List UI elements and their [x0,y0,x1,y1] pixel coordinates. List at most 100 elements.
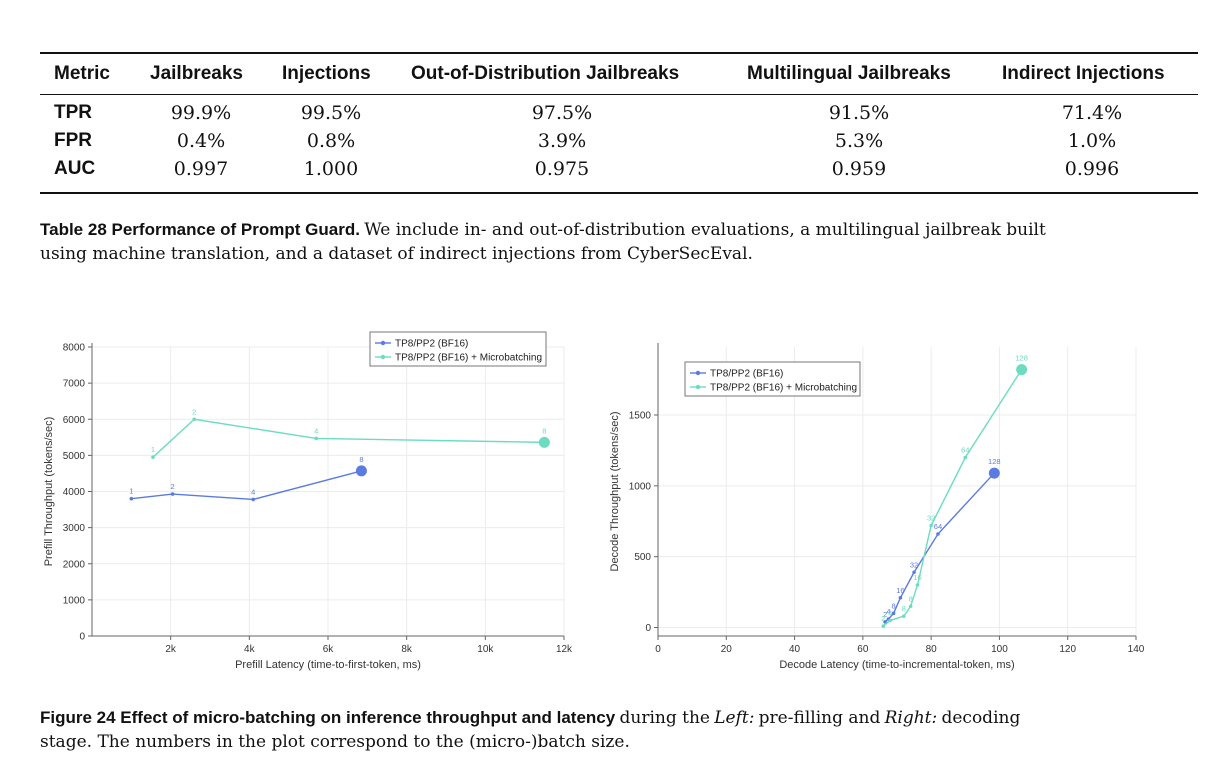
cell-fpr-indirect: 1.0% [1067,130,1117,152]
decode-series-1-point-label: 64 [961,446,969,455]
prefill-ytick-label: 7000 [63,379,86,390]
decode-chart: 0 500 1000 1500 0 20 40 60 80 100 120 140 Decode Lat… [609,343,1145,671]
decode-legend-marker-1 [695,384,701,390]
row-label-fpr: FPR [54,130,92,151]
table-caption: Table 28 Performance of Prompt Guard. We… [40,218,1190,266]
prefill-xtick-label: 6k [323,644,335,655]
decode-legend-label-0: TP8/PP2 (BF16) [710,369,783,380]
cell-tpr-jailbreaks: 99.9% [170,102,232,124]
prefill-ytick-label: 5000 [63,451,86,462]
cell-auc-multilingual: 0.959 [831,158,887,180]
decode-xtick-label: 20 [721,644,733,655]
prefill-legend-box [369,331,547,367]
prefill-ytick-label: 1000 [63,595,86,606]
prefill-series-1-point-label: 2 [192,407,196,416]
decode-series-0-point [988,467,1000,479]
decode-ytick-label: 1500 [629,411,652,422]
prefill-series-1-point [314,436,319,441]
figure-caption-right: Right: [884,708,938,728]
decode-series-1-point [929,523,933,528]
decode-series-0-point-label: 32 [910,560,918,569]
prefill-xtick-label: 8k [401,644,413,655]
prefill-ytick-label: 6000 [63,415,86,426]
cell-auc-ood: 0.975 [534,158,590,180]
prefill-series-1-point [151,455,155,459]
table-mid-rule [40,94,1198,95]
decode-xtick-label: 80 [926,644,938,655]
decode-series-1-point [908,604,913,609]
decode-series-1-point-label: 8 [902,604,906,613]
cell-tpr-injections: 99.5% [300,102,362,124]
header-multilingual-jailbreaks: Multilingual Jailbreaks [747,63,951,84]
decode-series-0-point-label: 2 [883,610,887,619]
prefill-ytick-label: 8000 [63,343,86,354]
decode-xtick-label: 40 [789,644,801,655]
cell-fpr-ood: 3.9% [537,130,587,152]
prefill-series-0-point-label: 2 [171,482,175,491]
prefill-series-1-point-label: 4 [314,426,318,435]
table-caption-body-1: We include in- and out-of-distribution e… [364,220,1046,240]
prefill-series-1-point [192,417,197,422]
decode-series-1-point-label: 32 [927,514,935,523]
cell-tpr-indirect: 71.4% [1061,102,1123,124]
decode-series-1-point-label: 16 [913,573,921,582]
prefill-legend-marker-0 [380,340,386,346]
cell-fpr-multilingual: 5.3% [834,130,884,152]
figure-caption-part1: during the [619,708,710,728]
cell-tpr-multilingual: 91.5% [828,102,890,124]
decode-series-1-point [888,618,892,623]
decode-series-0-point-label: 64 [934,522,942,531]
table-caption-body-2: using machine translation, and a dataset… [40,244,753,264]
decode-series-1-point [963,455,968,460]
decode-series-1-point [881,624,886,628]
decode-legend-box [684,361,861,397]
prefill-series-0-point [129,496,134,501]
cell-auc-injections: 1.000 [303,158,359,180]
prefill-xtick-label: 12k [556,644,573,655]
decode-xtick-label: 120 [1059,644,1076,655]
decode-series-0-point-label: 4 [886,607,890,616]
prefill-ylabel: Prefill Throughput (tokens/sec) [43,417,55,567]
prefill-xlabel: Prefill Latency (time-to-first-token, ms… [235,659,421,671]
decode-ytick-label: 500 [634,552,651,563]
prefill-legend-marker-1 [380,354,386,360]
cell-auc-jailbreaks: 0.997 [173,158,229,180]
decode-series-1-point [915,583,920,587]
prefill-series-0-point [251,497,256,502]
prefill-legend-label-0: TP8/PP2 (BF16) [395,339,468,350]
row-label-auc: AUC [54,158,96,179]
table-top-rule [40,52,1198,54]
decode-series-1-point-label: 8 [909,594,913,603]
prefill-series-line-1 [152,418,545,458]
decode-xtick-label: 60 [857,644,869,655]
decode-series-0-point [883,620,887,624]
prefill-series-1-point-label: 8 [542,426,546,435]
header-indirect-injections: Indirect Injections [1002,63,1165,84]
decode-legend-label-1: TP8/PP2 (BF16) + Microbatching [710,383,857,394]
header-metric: Metric [54,63,110,84]
prefill-series-1-point-label: 1 [151,445,155,454]
row-label-tpr: TPR [54,102,92,123]
prefill-xtick-label: 4k [244,644,256,655]
prefill-series-0-point-label: 8 [359,455,363,464]
cell-fpr-jailbreaks: 0.4% [176,130,226,152]
figure-caption: Figure 24 Effect of micro-batching on in… [40,706,1190,754]
prefill-series-0-point-label: 1 [129,487,133,496]
decode-ytick-label: 0 [645,623,651,634]
table-caption-lead: Table 28 Performance of Prompt Guard. [40,220,360,239]
prefill-ytick-label: 4000 [63,487,86,498]
prefill-chart: 0 1000 2000 3000 4000 5000 6000 7000 8000 2k 4k 6k 8… [43,331,573,671]
decode-series-0-point [936,532,940,536]
decode-ylabel: Decode Throughput (tokens/sec) [609,412,621,572]
header-ood-jailbreaks: Out-of-Distribution Jailbreaks [411,63,680,84]
prefill-xtick-label: 10k [477,644,494,655]
table-bottom-rule [40,192,1198,194]
decode-series-line-0 [884,472,995,623]
decode-series-0-point-label: 128 [988,457,1001,466]
cell-tpr-ood: 97.5% [531,102,593,124]
decode-series-1-point-label: 128 [1015,354,1028,363]
prefill-ytick-label: 2000 [63,559,86,570]
decode-series-0-point-label: 8 [891,601,895,610]
decode-series-1-point-label: 2 [881,614,885,623]
prefill-series-1-point [538,436,550,448]
